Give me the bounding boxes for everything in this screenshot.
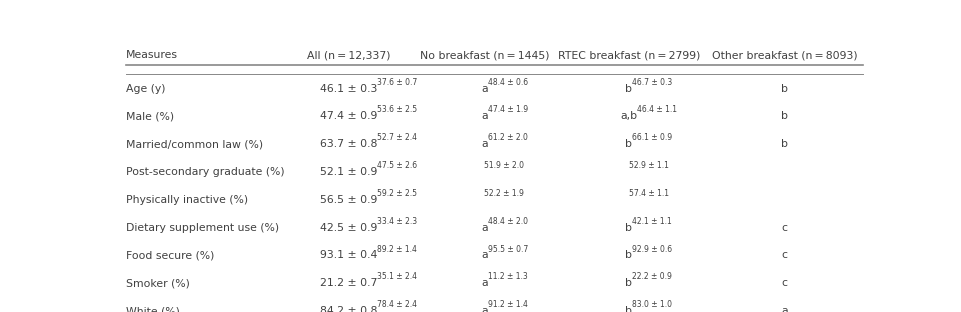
Text: 61.2 ± 2.0: 61.2 ± 2.0 [487, 133, 528, 142]
Text: 66.1 ± 0.9: 66.1 ± 0.9 [632, 133, 673, 142]
Text: 47.4 ± 0.9: 47.4 ± 0.9 [320, 111, 378, 121]
Text: a: a [781, 306, 788, 312]
Text: b: b [781, 139, 788, 149]
Text: 95.5 ± 0.7: 95.5 ± 0.7 [487, 245, 528, 254]
Text: 21.2 ± 0.7: 21.2 ± 0.7 [320, 278, 378, 288]
Text: a: a [481, 251, 487, 261]
Text: a: a [481, 139, 487, 149]
Text: b: b [626, 84, 632, 94]
Text: b: b [626, 306, 632, 312]
Text: 59.2 ± 2.5: 59.2 ± 2.5 [378, 189, 417, 198]
Text: 51.9 ± 2.0: 51.9 ± 2.0 [484, 161, 525, 170]
Text: Dietary supplement use (%): Dietary supplement use (%) [126, 222, 280, 232]
Text: 84.2 ± 0.8: 84.2 ± 0.8 [320, 306, 378, 312]
Text: 37.6 ± 0.7: 37.6 ± 0.7 [378, 78, 418, 87]
Text: 93.1 ± 0.4: 93.1 ± 0.4 [320, 251, 378, 261]
Text: a: a [481, 111, 487, 121]
Text: 46.7 ± 0.3: 46.7 ± 0.3 [632, 78, 673, 87]
Text: b: b [626, 251, 632, 261]
Text: 52.7 ± 2.4: 52.7 ± 2.4 [378, 133, 417, 142]
Text: 48.4 ± 0.6: 48.4 ± 0.6 [487, 78, 528, 87]
Text: c: c [781, 222, 787, 232]
Text: 46.1 ± 0.3: 46.1 ± 0.3 [320, 84, 378, 94]
Text: a: a [481, 84, 487, 94]
Text: White (%): White (%) [126, 306, 180, 312]
Text: All (n = 12,337): All (n = 12,337) [307, 50, 390, 60]
Text: Male (%): Male (%) [126, 111, 174, 121]
Text: Food secure (%): Food secure (%) [126, 251, 214, 261]
Text: 89.2 ± 1.4: 89.2 ± 1.4 [378, 245, 417, 254]
Text: a: a [481, 306, 487, 312]
Text: Married/common law (%): Married/common law (%) [126, 139, 263, 149]
Text: 47.4 ± 1.9: 47.4 ± 1.9 [487, 105, 528, 115]
Text: a,b: a,b [620, 111, 637, 121]
Text: b: b [781, 111, 788, 121]
Text: 53.6 ± 2.5: 53.6 ± 2.5 [378, 105, 418, 115]
Text: 47.5 ± 2.6: 47.5 ± 2.6 [378, 161, 418, 170]
Text: 63.7 ± 0.8: 63.7 ± 0.8 [320, 139, 378, 149]
Text: RTEC breakfast (n = 2799): RTEC breakfast (n = 2799) [557, 50, 700, 60]
Text: 83.0 ± 1.0: 83.0 ± 1.0 [632, 300, 673, 309]
Text: 56.5 ± 0.9: 56.5 ± 0.9 [320, 195, 378, 205]
Text: b: b [626, 139, 632, 149]
Text: b: b [781, 84, 788, 94]
Text: Physically inactive (%): Physically inactive (%) [126, 195, 248, 205]
Text: 92.9 ± 0.6: 92.9 ± 0.6 [632, 245, 673, 254]
Text: b: b [626, 278, 632, 288]
Text: Measures: Measures [126, 50, 178, 60]
Text: 52.1 ± 0.9: 52.1 ± 0.9 [320, 167, 378, 177]
Text: 35.1 ± 2.4: 35.1 ± 2.4 [378, 272, 417, 281]
Text: b: b [626, 222, 632, 232]
Text: Smoker (%): Smoker (%) [126, 278, 190, 288]
Text: 42.1 ± 1.1: 42.1 ± 1.1 [632, 217, 672, 226]
Text: 57.4 ± 1.1: 57.4 ± 1.1 [628, 189, 669, 198]
Text: 22.2 ± 0.9: 22.2 ± 0.9 [632, 272, 672, 281]
Text: 46.4 ± 1.1: 46.4 ± 1.1 [637, 105, 678, 115]
Text: 42.5 ± 0.9: 42.5 ± 0.9 [320, 222, 378, 232]
Text: a: a [481, 222, 487, 232]
Text: 91.2 ± 1.4: 91.2 ± 1.4 [487, 300, 528, 309]
Text: 11.2 ± 1.3: 11.2 ± 1.3 [487, 272, 528, 281]
Text: Post-secondary graduate (%): Post-secondary graduate (%) [126, 167, 284, 177]
Text: 78.4 ± 2.4: 78.4 ± 2.4 [378, 300, 417, 309]
Text: c: c [781, 251, 787, 261]
Text: Age (y): Age (y) [126, 84, 165, 94]
Text: 52.2 ± 1.9: 52.2 ± 1.9 [484, 189, 524, 198]
Text: Other breakfast (n = 8093): Other breakfast (n = 8093) [712, 50, 857, 60]
Text: 33.4 ± 2.3: 33.4 ± 2.3 [378, 217, 418, 226]
Text: a: a [481, 278, 487, 288]
Text: c: c [781, 278, 787, 288]
Text: 52.9 ± 1.1: 52.9 ± 1.1 [628, 161, 669, 170]
Text: No breakfast (n = 1445): No breakfast (n = 1445) [420, 50, 549, 60]
Text: 48.4 ± 2.0: 48.4 ± 2.0 [487, 217, 528, 226]
